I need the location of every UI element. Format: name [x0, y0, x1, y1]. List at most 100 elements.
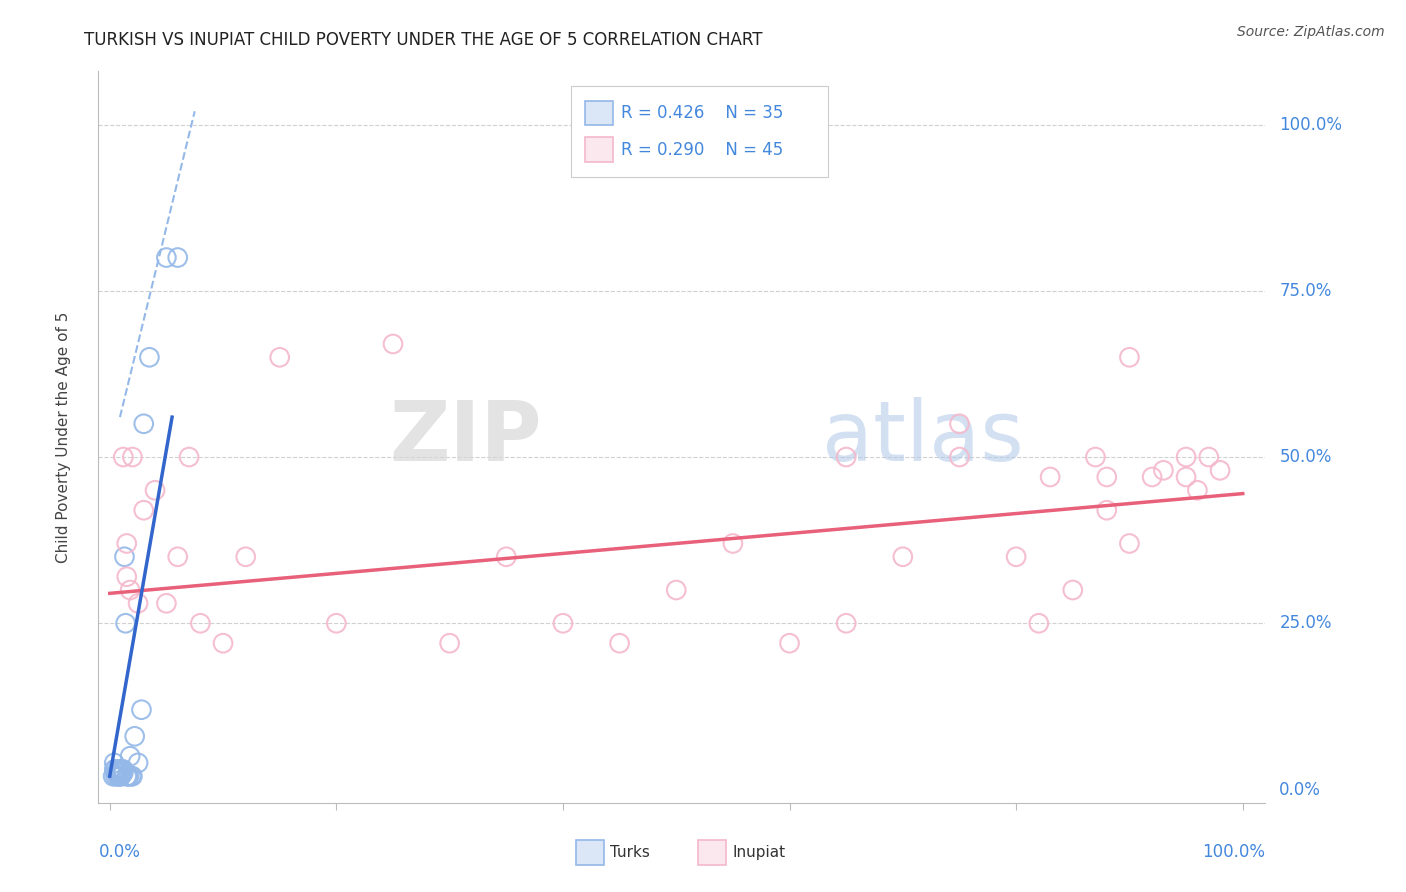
Text: TURKISH VS INUPIAT CHILD POVERTY UNDER THE AGE OF 5 CORRELATION CHART: TURKISH VS INUPIAT CHILD POVERTY UNDER T… — [84, 31, 763, 49]
Point — [1152, 463, 1174, 477]
Point — [110, 765, 132, 780]
Point — [439, 636, 461, 650]
Point — [108, 763, 131, 777]
Point — [121, 450, 143, 464]
Point — [118, 769, 141, 783]
Point — [108, 769, 131, 783]
Point — [111, 763, 134, 777]
Point — [121, 769, 143, 783]
Point — [166, 549, 188, 564]
Point — [1028, 616, 1050, 631]
Point — [104, 769, 127, 783]
Point — [1209, 463, 1232, 477]
Point — [1187, 483, 1209, 498]
Point — [835, 450, 858, 464]
Point — [114, 616, 136, 631]
Point — [721, 536, 744, 550]
Point — [948, 450, 970, 464]
Point — [132, 417, 155, 431]
Point — [1175, 470, 1198, 484]
Point — [779, 636, 801, 650]
Point — [177, 450, 200, 464]
Point — [190, 616, 212, 631]
Point — [1095, 470, 1118, 484]
Point — [143, 483, 166, 498]
Point — [101, 769, 124, 783]
Point — [1118, 351, 1140, 365]
Point — [495, 549, 517, 564]
Point — [665, 582, 688, 597]
Point — [110, 769, 132, 783]
Point — [107, 769, 129, 783]
Point — [1175, 450, 1198, 464]
Text: 75.0%: 75.0% — [1279, 282, 1331, 300]
Point — [325, 616, 347, 631]
Point — [115, 536, 138, 550]
Point — [112, 763, 135, 777]
Point — [1039, 470, 1062, 484]
Point — [120, 582, 142, 597]
Point — [127, 596, 149, 610]
Point — [166, 251, 188, 265]
Point — [551, 616, 574, 631]
Point — [948, 417, 970, 431]
Point — [835, 616, 858, 631]
Text: 0.0%: 0.0% — [1279, 780, 1322, 798]
Text: R = 0.426    N = 35: R = 0.426 N = 35 — [621, 104, 783, 122]
Text: atlas: atlas — [823, 397, 1024, 477]
Point — [235, 549, 257, 564]
Point — [1084, 450, 1107, 464]
Point — [103, 763, 125, 777]
Point — [120, 749, 142, 764]
Text: 100.0%: 100.0% — [1279, 116, 1343, 134]
Point — [891, 549, 914, 564]
FancyBboxPatch shape — [575, 840, 603, 865]
Point — [127, 756, 149, 770]
Point — [110, 763, 132, 777]
Point — [112, 450, 135, 464]
Point — [1118, 536, 1140, 550]
Point — [114, 549, 136, 564]
Text: Turks: Turks — [610, 845, 650, 860]
Point — [155, 596, 177, 610]
Text: 25.0%: 25.0% — [1279, 615, 1331, 632]
FancyBboxPatch shape — [699, 840, 727, 865]
Point — [115, 769, 138, 783]
Point — [117, 769, 139, 783]
Point — [108, 769, 131, 783]
Point — [212, 636, 235, 650]
Point — [111, 765, 134, 780]
Point — [609, 636, 631, 650]
Text: ZIP: ZIP — [389, 397, 541, 477]
Point — [107, 763, 129, 777]
Text: 100.0%: 100.0% — [1202, 843, 1265, 861]
Point — [1062, 582, 1084, 597]
Point — [1140, 470, 1163, 484]
Point — [132, 503, 155, 517]
Point — [108, 765, 131, 780]
Point — [131, 703, 153, 717]
Text: Source: ZipAtlas.com: Source: ZipAtlas.com — [1237, 25, 1385, 39]
Point — [124, 729, 146, 743]
Point — [1005, 549, 1028, 564]
Point — [138, 351, 160, 365]
Point — [155, 251, 177, 265]
Point — [382, 337, 405, 351]
Text: Inupiat: Inupiat — [733, 845, 785, 860]
Text: 0.0%: 0.0% — [98, 843, 141, 861]
Point — [1198, 450, 1220, 464]
FancyBboxPatch shape — [585, 101, 613, 126]
Y-axis label: Child Poverty Under the Age of 5: Child Poverty Under the Age of 5 — [56, 311, 72, 563]
Point — [112, 765, 135, 780]
Point — [120, 769, 142, 783]
Point — [103, 756, 125, 770]
Point — [269, 351, 291, 365]
Text: R = 0.290    N = 45: R = 0.290 N = 45 — [621, 141, 783, 159]
FancyBboxPatch shape — [571, 86, 828, 178]
Point — [105, 765, 128, 780]
FancyBboxPatch shape — [585, 137, 613, 162]
Point — [108, 765, 131, 780]
Point — [115, 570, 138, 584]
Point — [1095, 503, 1118, 517]
Point — [104, 763, 127, 777]
